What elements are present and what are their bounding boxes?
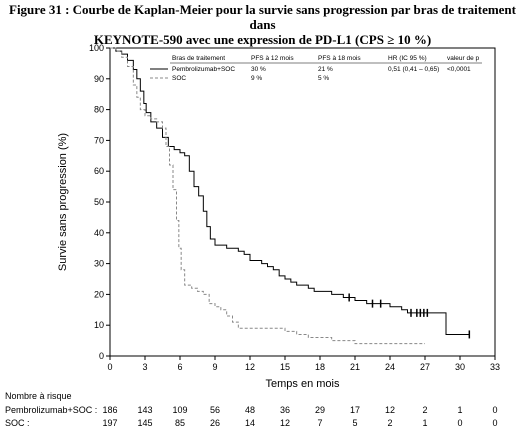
- plot-frame: [109, 47, 496, 357]
- risk-value: 48: [245, 405, 255, 415]
- risk-value: 1: [457, 405, 462, 415]
- legend-cell: 5 %: [318, 75, 329, 82]
- legend-header: valeur de p: [447, 55, 480, 62]
- legend-header: Bras de traitement: [172, 55, 225, 62]
- x-tick-label: 0: [107, 362, 112, 372]
- risk-value: 2: [422, 405, 427, 415]
- x-tick-label: 27: [420, 362, 430, 372]
- series-line-pembrolizumab-soc: [110, 47, 470, 335]
- x-tick-label: 6: [177, 362, 182, 372]
- legend-header: PFS à 12 mois: [251, 55, 294, 62]
- risk-value: 0: [457, 418, 462, 428]
- risk-value: 186: [102, 405, 117, 415]
- y-axis-label: Survie sans progression (%): [57, 133, 69, 271]
- y-tick-label: 70: [94, 135, 104, 145]
- x-tick-label: 9: [212, 362, 217, 372]
- legend-cell: 9 %: [251, 75, 262, 82]
- legend-cell: 21 %: [318, 66, 333, 73]
- y-tick-label: 50: [94, 197, 104, 207]
- risk-value: 5: [352, 418, 357, 428]
- x-tick-label: 3: [142, 362, 147, 372]
- risk-value: 7: [317, 418, 322, 428]
- legend-cell: <0,0001: [447, 66, 471, 73]
- y-tick-label: 10: [94, 320, 104, 330]
- risk-value: 17: [350, 405, 360, 415]
- y-tick-label: 40: [94, 228, 104, 238]
- legend-cell: SOC: [172, 75, 186, 82]
- risk-value: 0: [492, 418, 497, 428]
- x-tick-label: 15: [280, 362, 290, 372]
- risk-value: 14: [245, 418, 255, 428]
- risk-value: 197: [102, 418, 117, 428]
- risk-value: 2: [387, 418, 392, 428]
- y-tick-label: 30: [94, 259, 104, 269]
- legend-header: PFS à 18 mois: [318, 55, 361, 62]
- risk-value: 29: [315, 405, 325, 415]
- y-tick-label: 20: [94, 289, 104, 299]
- risk-row-label: Pembrolizumab+SOC :: [5, 405, 97, 415]
- y-tick-label: 100: [89, 43, 104, 53]
- x-tick-label: 21: [350, 362, 360, 372]
- risk-value: 12: [280, 418, 290, 428]
- y-tick-label: 90: [94, 74, 104, 84]
- figure-title-line-1: Figure 31 : Courbe de Kaplan-Meier pour …: [9, 2, 516, 32]
- x-tick-label: 24: [385, 362, 395, 372]
- legend-cell: 30 %: [251, 66, 266, 73]
- risk-value: 1: [422, 418, 427, 428]
- risk-value: 143: [137, 405, 152, 415]
- series-line-soc: [110, 47, 425, 345]
- y-tick-label: 60: [94, 166, 104, 176]
- y-tick-label: 80: [94, 105, 104, 115]
- risk-value: 12: [385, 405, 395, 415]
- x-tick-label: 12: [245, 362, 255, 372]
- risk-table-title: Nombre à risque: [5, 391, 72, 401]
- figure-title-line-2: KEYNOTE-590 avec une expression de PD-L1…: [93, 32, 432, 47]
- risk-value: 56: [210, 405, 220, 415]
- figure-title: Figure 31 : Courbe de Kaplan-Meier pour …: [0, 2, 525, 47]
- risk-value: 36: [280, 405, 290, 415]
- x-tick-label: 33: [490, 362, 500, 372]
- risk-value: 145: [137, 418, 152, 428]
- risk-value: 85: [175, 418, 185, 428]
- legend-header: HR (IC 95 %): [388, 55, 427, 62]
- risk-value: 0: [492, 405, 497, 415]
- legend-cell: 0,51 (0,41 – 0,65): [388, 66, 439, 73]
- risk-value: 109: [172, 405, 187, 415]
- x-axis-label: Temps en mois: [266, 378, 340, 390]
- x-tick-label: 30: [455, 362, 465, 372]
- y-tick-label: 0: [99, 351, 104, 361]
- risk-value: 26: [210, 418, 220, 428]
- legend-cell: Pembrolizumab+SOC: [172, 66, 235, 73]
- x-tick-label: 18: [315, 362, 325, 372]
- risk-row-label: SOC :: [5, 418, 30, 428]
